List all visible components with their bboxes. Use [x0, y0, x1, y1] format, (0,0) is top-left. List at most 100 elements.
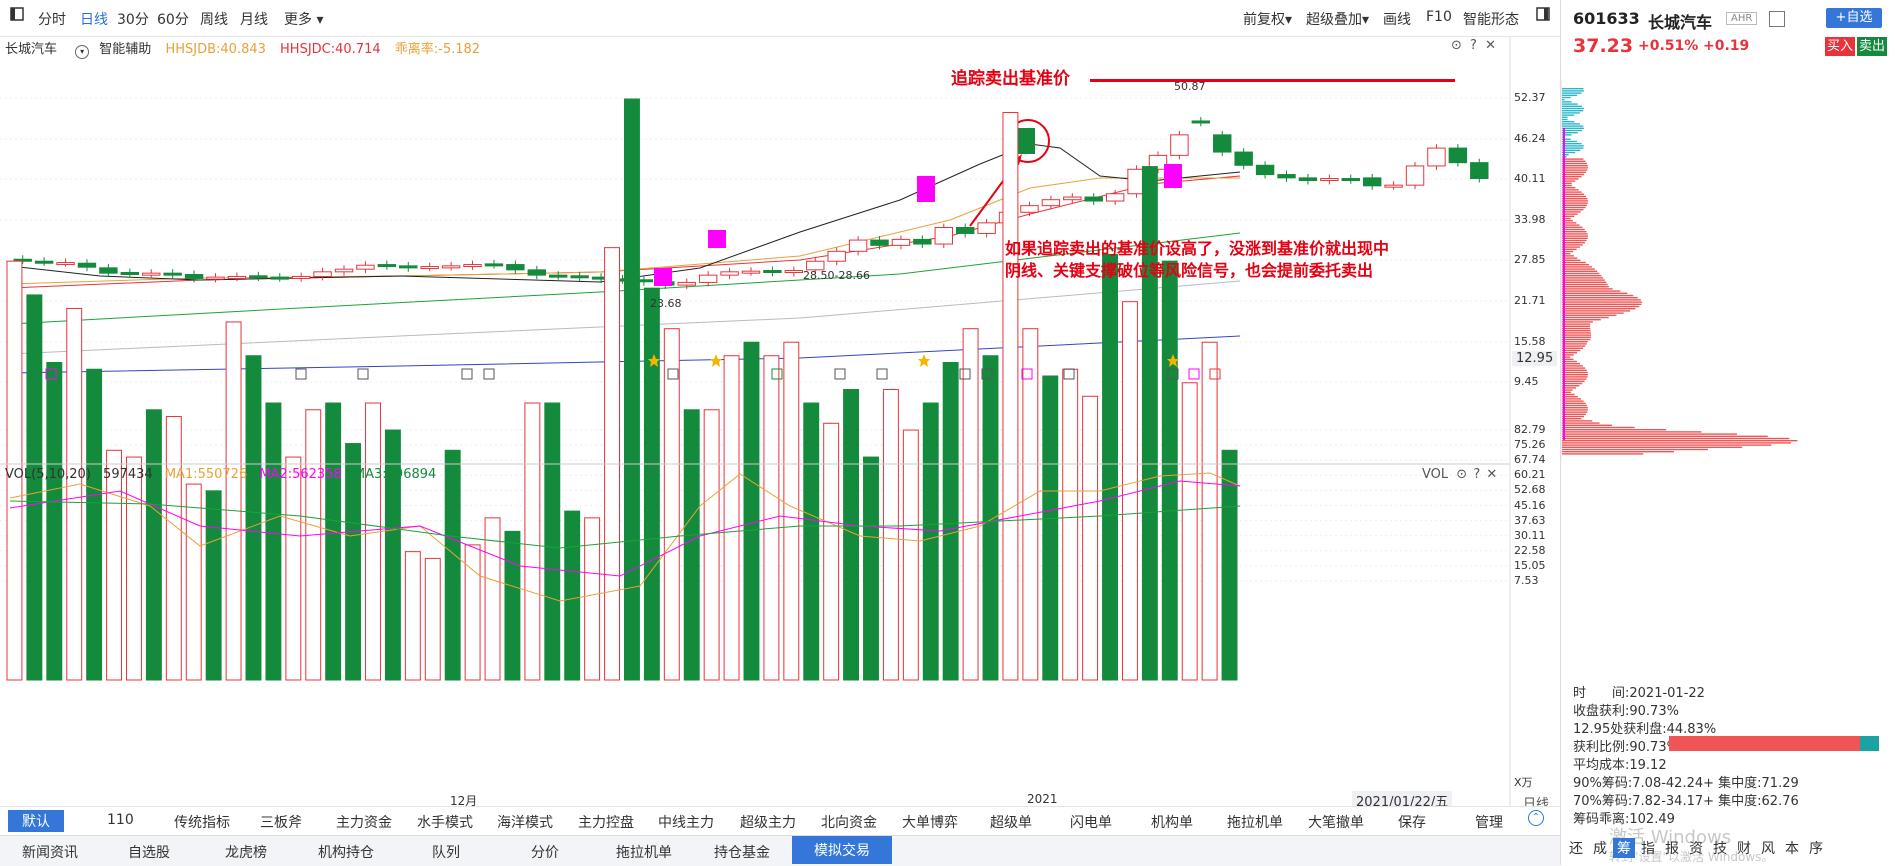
tab-110[interactable]: 110: [107, 812, 134, 828]
vol-help-icon[interactable]: ?: [1473, 467, 1481, 482]
overlay-dropdown[interactable]: 超级叠加▾: [1306, 12, 1370, 28]
chip-bar: [1562, 356, 1571, 358]
ma-blue-line: [9, 335, 1241, 374]
chip-bar: [1562, 343, 1587, 345]
side-tab[interactable]: 序: [1809, 841, 1823, 857]
side-tab[interactable]: 指: [1641, 841, 1655, 857]
more-dropdown[interactable]: 更多 ▾: [284, 12, 324, 28]
signal-marker: [483, 368, 495, 380]
tab-save[interactable]: 保存: [1398, 815, 1426, 831]
candle-body: [34, 260, 54, 264]
side-tab[interactable]: 成: [1593, 841, 1607, 857]
collapse-up-icon[interactable]: ⌃: [1528, 810, 1544, 826]
volume-bar: [464, 544, 481, 681]
side-tab[interactable]: 还: [1569, 841, 1583, 857]
chip-time: 时 间:2021-01-22: [1573, 686, 1705, 701]
volume-tick: 67.74: [1514, 453, 1546, 467]
panel-toggle-icon[interactable]: [1536, 7, 1550, 25]
tab-midline[interactable]: 中线主力: [658, 815, 714, 831]
stock-title: 长城汽车: [1648, 13, 1713, 32]
chip-bar: [1562, 272, 1600, 275]
tab-weekly[interactable]: 周线: [200, 12, 228, 28]
side-tab[interactable]: 技: [1713, 841, 1727, 857]
tab-price-dist[interactable]: 分价: [531, 845, 559, 861]
side-tab[interactable]: 报: [1665, 841, 1679, 857]
volume-bar: [444, 449, 461, 681]
tab-intraday[interactable]: 分时: [38, 12, 66, 28]
settings-circle-icon[interactable]: ▾: [75, 45, 90, 59]
close-icon[interactable]: ✕: [1485, 38, 1496, 53]
candle-body: [527, 269, 547, 276]
tab-tractor-order[interactable]: 拖拉机单: [1227, 815, 1283, 831]
tab-three-axes[interactable]: 三板斧: [260, 815, 302, 831]
volume-bar: [1161, 260, 1178, 681]
chip-bar: [1562, 380, 1585, 382]
smart-assist-label[interactable]: 智能辅助: [99, 42, 152, 57]
tab-dragon-tiger[interactable]: 龙虎榜: [225, 845, 267, 861]
side-tab[interactable]: 财: [1737, 841, 1751, 857]
help-icon[interactable]: ?: [1470, 38, 1477, 53]
adjust-dropdown[interactable]: 前复权▾: [1243, 12, 1293, 28]
smart-pattern-button[interactable]: 智能形态: [1463, 12, 1519, 28]
tab-northbound[interactable]: 北向资金: [821, 815, 877, 831]
chip-90: 90%筹码:7.08-42.24+ 集中度:71.29: [1573, 776, 1799, 791]
kline-chart[interactable]: [0, 36, 1560, 806]
tab-main-control[interactable]: 主力控盘: [578, 815, 634, 831]
vol-close-icon[interactable]: ✕: [1486, 467, 1498, 482]
ahr-badge[interactable]: AHR: [1726, 12, 1758, 25]
candle-body: [399, 265, 418, 269]
tab-institution-holdings[interactable]: 机构持仓: [318, 845, 374, 861]
sell-button[interactable]: 卖出: [1857, 37, 1887, 56]
tab-queue[interactable]: 队列: [432, 845, 460, 861]
chip-bar: [1562, 396, 1578, 398]
sidebar-toggle-icon[interactable]: [10, 7, 24, 25]
tab-manage[interactable]: 管理: [1475, 815, 1503, 831]
price-tick: 46.24: [1514, 132, 1546, 145]
tab-sailor[interactable]: 水手模式: [417, 815, 473, 831]
tab-monthly[interactable]: 月线: [240, 12, 268, 28]
tab-super-main[interactable]: 超级主力: [740, 815, 796, 831]
tab-tractor[interactable]: 拖拉机单: [616, 845, 672, 861]
tab-big-cancel[interactable]: 大笔撤单: [1308, 815, 1364, 831]
add-watchlist-button[interactable]: +自选: [1826, 8, 1882, 28]
deviation-value: 乖离率:-5.182: [394, 42, 481, 57]
candle-body: [720, 271, 739, 276]
chip-bar: [1562, 400, 1584, 402]
signal-marker: [981, 368, 993, 380]
volume-tick: 75.26: [1514, 438, 1546, 452]
side-tab[interactable]: 筹: [1613, 838, 1635, 858]
tab-institution-order[interactable]: 机构单: [1151, 815, 1193, 831]
candle-body: [356, 264, 375, 270]
tab-sim-trading[interactable]: 模拟交易: [792, 836, 892, 864]
tab-super-order[interactable]: 超级单: [990, 815, 1032, 831]
price-tick: 9.45: [1514, 375, 1539, 388]
chip-bar: [1562, 149, 1581, 151]
tab-big-order[interactable]: 大单博弈: [902, 815, 958, 831]
volume-bar: [384, 429, 401, 681]
tab-watchlist[interactable]: 自选股: [128, 845, 170, 861]
vol-settings-icon[interactable]: ⊙: [1456, 467, 1468, 482]
buy-button[interactable]: 买入: [1825, 37, 1855, 56]
side-tab[interactable]: 本: [1785, 841, 1799, 857]
chip-bar: [1562, 321, 1593, 323]
lock-icon[interactable]: [1769, 11, 1785, 27]
tab-main-funds[interactable]: 主力资金: [336, 815, 392, 831]
tab-news[interactable]: 新闻资讯: [22, 845, 78, 861]
tab-flash-order[interactable]: 闪电单: [1070, 815, 1112, 831]
tab-traditional[interactable]: 传统指标: [174, 815, 230, 831]
tab-ocean[interactable]: 海洋模式: [497, 815, 553, 831]
tab-daily[interactable]: 日线: [80, 12, 108, 28]
chip-bar: [1562, 220, 1573, 222]
settings-icon[interactable]: ⊙: [1451, 38, 1462, 53]
f10-button[interactable]: F10: [1426, 9, 1452, 25]
candle-body: [806, 260, 825, 271]
chip-bar: [1562, 365, 1583, 367]
side-tab[interactable]: 风: [1761, 841, 1775, 857]
tab-fund-holdings[interactable]: 持仓基金: [714, 845, 770, 861]
tab-60min[interactable]: 60分: [157, 12, 189, 28]
chip-bar: [1562, 187, 1576, 189]
tab-default[interactable]: 默认: [8, 810, 64, 832]
draw-line-button[interactable]: 画线: [1383, 12, 1411, 28]
side-tab[interactable]: 资: [1689, 841, 1703, 857]
tab-30min[interactable]: 30分: [117, 12, 149, 28]
